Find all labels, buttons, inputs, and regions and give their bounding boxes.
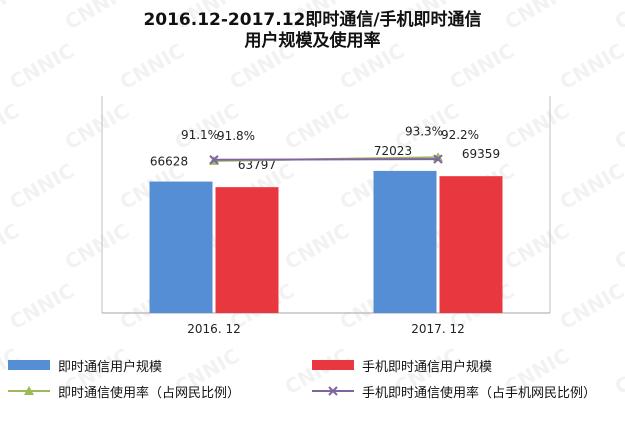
legend-item-im-rate: 即时通信使用率（占网民比例） — [8, 380, 240, 402]
x-tick-label: 2017. 12 — [411, 322, 464, 336]
bar — [215, 187, 279, 313]
chart-title-line2: 用户规模及使用率 — [244, 31, 381, 51]
chart-legend: 即时通信用户规模 手机即时通信用户规模 即时通信使用率（占网民比例） 手机即时通… — [0, 352, 625, 422]
bar — [149, 181, 213, 313]
legend-swatch-mobile-im-users — [312, 360, 354, 370]
bar-value-label: 69359 — [462, 147, 500, 161]
bar-value-label: 63797 — [238, 158, 276, 172]
legend-item-im-users: 即时通信用户规模 — [8, 354, 162, 376]
legend-item-mobile-im-users: 手机即时通信用户规模 — [312, 354, 492, 376]
line-value-label: 91.8% — [217, 129, 255, 143]
legend-label-mobile-im-users: 手机即时通信用户规模 — [362, 359, 493, 375]
legend-item-mobile-im-rate: 手机即时通信使用率（占手机网民比例） — [312, 380, 596, 402]
line-point-marker — [209, 155, 219, 165]
bar — [373, 170, 437, 313]
legend-label-mobile-im-rate: 手机即时通信使用率（占手机网民比例） — [362, 385, 597, 401]
series-line — [213, 158, 439, 161]
chart-title-line1: 2016.12-2017.12即时通信/手机即时通信 — [143, 10, 482, 30]
bar-value-label: 66628 — [150, 155, 188, 169]
legend-label-im-rate: 即时通信使用率（占网民比例） — [58, 385, 241, 401]
x-tick-label: 2016. 12 — [187, 322, 240, 336]
line-point-marker — [433, 154, 443, 164]
line-value-label: 92.2% — [441, 128, 479, 142]
legend-swatch-im-users — [8, 360, 50, 370]
chart-title: 2016.12-2017.12即时通信/手机即时通信 用户规模及使用率 — [0, 10, 625, 52]
line-value-label: 91.1% — [181, 128, 219, 142]
bar-value-label: 72023 — [374, 144, 412, 158]
legend-swatch-mobile-im-rate — [312, 386, 354, 396]
chart-plot: 2016. 12 2017. 12 66628 72023 63797 69359 91.1… — [101, 96, 551, 336]
legend-swatch-im-rate — [8, 386, 50, 395]
line-value-label: 93.3% — [405, 124, 443, 138]
bar — [439, 176, 503, 313]
legend-label-im-users: 即时通信用户规模 — [58, 359, 163, 375]
